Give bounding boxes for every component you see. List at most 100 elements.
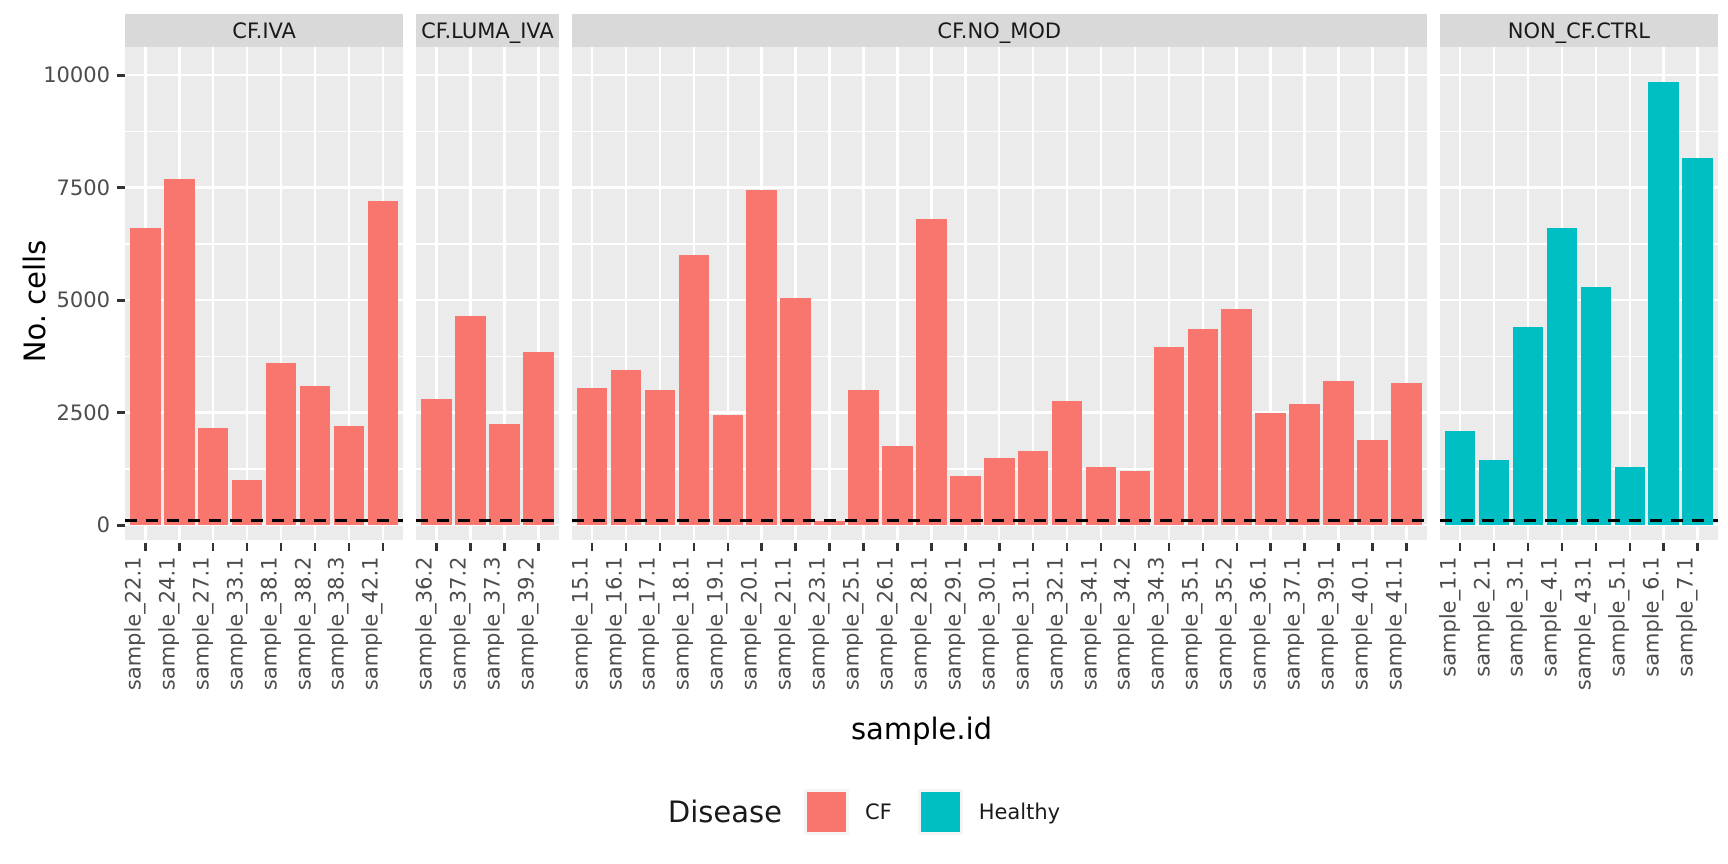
x-tick-mark — [1099, 543, 1103, 551]
bar — [164, 178, 195, 525]
x-tick-label: sample_15.1 — [568, 556, 593, 690]
legend-entry-healthy: Healthy — [917, 789, 1060, 835]
bar — [455, 315, 486, 525]
x-tick-mark — [1492, 543, 1496, 551]
y-tick-mark — [117, 298, 125, 302]
x-tick-mark — [211, 543, 215, 551]
bar — [848, 390, 879, 525]
x-tick-label: sample_38.3 — [324, 556, 349, 690]
x-tick-mark — [1337, 543, 1340, 551]
gridline-vertical — [469, 47, 472, 540]
legend-title: Disease — [667, 795, 782, 829]
facet-panel — [125, 47, 404, 540]
gridline-major — [1439, 73, 1718, 77]
gridline-minor — [125, 130, 404, 132]
y-tick-label: 5000 — [56, 288, 110, 312]
y-tick-label: 2500 — [56, 400, 110, 425]
x-tick-label: sample_37.1 — [1280, 556, 1305, 690]
x-tick-label: sample_33.1 — [223, 556, 248, 690]
x-tick-mark — [794, 543, 797, 551]
gridline-vertical — [590, 47, 594, 540]
x-tick-mark — [726, 543, 730, 551]
bar — [1221, 309, 1252, 525]
x-tick-label: sample_42.1 — [358, 556, 383, 690]
y-tick-mark — [117, 411, 125, 414]
gridline-minor — [1439, 130, 1718, 132]
legend-entry-cf: CF — [803, 789, 892, 835]
threshold-line — [125, 519, 404, 522]
x-tick-mark — [1235, 543, 1238, 551]
gridline-major — [125, 298, 404, 302]
x-tick-label: sample_41.1 — [1382, 556, 1407, 690]
x-tick-label: sample_34.1 — [1077, 556, 1102, 690]
bar — [780, 297, 811, 525]
bar — [1682, 158, 1713, 525]
facet-panel — [571, 47, 1427, 540]
gridline-vertical — [211, 47, 215, 540]
bar — [983, 457, 1015, 525]
gridline-major — [1439, 523, 1718, 527]
x-tick-mark — [590, 543, 594, 551]
bar — [1051, 401, 1083, 525]
gridline-vertical — [537, 47, 540, 540]
x-tick-mark — [1628, 543, 1632, 551]
gridline-vertical — [313, 47, 317, 540]
gridline-major — [416, 411, 559, 414]
gridline-minor — [1439, 468, 1718, 470]
bar — [1119, 471, 1151, 525]
bar — [644, 390, 676, 525]
x-tick-label: sample_36.1 — [1246, 556, 1271, 690]
x-tick-label: sample_40.1 — [1348, 556, 1373, 690]
threshold-line — [571, 519, 1427, 522]
legend-label-cf: CF — [864, 800, 892, 824]
gridline-vertical — [245, 47, 249, 540]
bar — [265, 363, 297, 525]
x-tick-label: sample_25.1 — [839, 556, 864, 690]
x-tick-mark — [144, 543, 147, 551]
bar — [1478, 459, 1510, 525]
gridline-major — [416, 73, 559, 77]
y-tick-mark — [117, 73, 125, 77]
gridline-vertical — [435, 47, 438, 540]
gridline-vertical — [828, 47, 831, 540]
bar — [197, 428, 229, 525]
x-tick-mark — [1371, 543, 1374, 551]
bar — [130, 228, 161, 525]
gridline-minor — [416, 130, 559, 132]
x-tick-label: sample_34.3 — [1144, 556, 1169, 690]
x-tick-mark — [1662, 543, 1665, 551]
gridline-vertical — [1526, 47, 1530, 540]
bar — [523, 351, 554, 525]
x-tick-label: sample_3.1 — [1503, 556, 1528, 677]
gridline-vertical — [1167, 47, 1171, 540]
gridline-vertical — [1303, 47, 1306, 540]
x-tick-mark — [1031, 543, 1035, 551]
gridline-vertical — [503, 47, 506, 540]
bar — [1444, 430, 1476, 525]
x-tick-mark — [862, 543, 865, 551]
x-tick-label: sample_5.1 — [1605, 556, 1630, 677]
facet-strip: CF.NO_MOD — [571, 14, 1427, 47]
bar — [1357, 439, 1388, 525]
gridline-vertical — [279, 47, 283, 540]
gridline-vertical — [1099, 47, 1103, 540]
x-tick-label: sample_37.3 — [480, 556, 505, 690]
x-tick-label: sample_19.1 — [703, 556, 728, 690]
x-tick-mark — [930, 543, 933, 551]
gridline-major — [1439, 186, 1718, 189]
x-tick-label: sample_20.1 — [737, 556, 762, 690]
bar — [1614, 466, 1646, 525]
x-tick-mark — [1133, 543, 1137, 551]
x-tick-mark — [347, 543, 351, 551]
x-tick-mark — [1167, 543, 1171, 551]
bar — [576, 387, 608, 525]
gridline-major — [125, 186, 404, 189]
x-tick-label: sample_23.1 — [805, 556, 830, 690]
facet-strip-label: NON_CF.CTRL — [1507, 18, 1651, 43]
gridline-minor — [1439, 355, 1718, 357]
x-tick-label: sample_39.1 — [1314, 556, 1339, 690]
gridline-vertical — [896, 47, 899, 540]
x-tick-label: sample_28.1 — [907, 556, 932, 690]
gridline-vertical — [1405, 47, 1408, 540]
